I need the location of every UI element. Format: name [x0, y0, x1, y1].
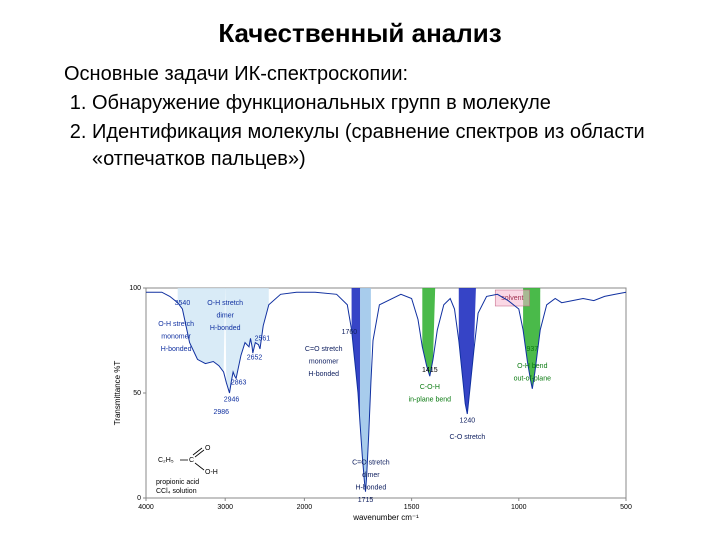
svg-text:CCl₄ solution: CCl₄ solution — [156, 488, 197, 495]
intro-text: Основные задачи ИК-спектроскопии: — [64, 63, 680, 86]
spectrum-svg: 0 50 100 4000 3000 2000 1500 1000 500 wavenumber … — [108, 278, 638, 528]
svg-text:C₂H₅: C₂H₅ — [158, 457, 174, 464]
svg-text:C-O-H: C-O-H — [420, 384, 440, 391]
svg-text:H-bonded: H-bonded — [210, 325, 241, 332]
list-item: Обнаружение функциональных групп в молек… — [92, 90, 680, 117]
svg-text:1415: 1415 — [422, 367, 438, 374]
svg-text:O-H stretch: O-H stretch — [158, 321, 194, 328]
svg-text:H-bonded: H-bonded — [161, 346, 192, 353]
svg-text:C-O stretch: C-O stretch — [449, 434, 485, 441]
svg-text:monomer: monomer — [161, 333, 191, 340]
svg-text:1760: 1760 — [342, 329, 358, 336]
svg-text:2946: 2946 — [224, 396, 240, 403]
svg-text:2986: 2986 — [213, 409, 229, 416]
svg-text:1715: 1715 — [358, 497, 374, 504]
svg-text:C=O stretch: C=O stretch — [352, 459, 390, 466]
svg-text:wavenumber cm⁻¹: wavenumber cm⁻¹ — [352, 513, 419, 522]
svg-text:O-H stretch: O-H stretch — [207, 300, 243, 307]
svg-text:H-bonded: H-bonded — [308, 371, 339, 378]
svg-text:propionic acid: propionic acid — [156, 479, 199, 486]
svg-text:0: 0 — [137, 495, 141, 502]
ir-spectrum-chart: 0 50 100 4000 3000 2000 1500 1000 500 wavenumber … — [108, 278, 638, 528]
page-title: Качественный анализ — [0, 18, 720, 49]
svg-text:dimer: dimer — [216, 312, 234, 319]
svg-text:C: C — [189, 457, 194, 464]
svg-text:1000: 1000 — [511, 504, 527, 511]
svg-text:C=O stretch: C=O stretch — [305, 346, 343, 353]
task-list: Обнаружение функциональных групп в молек… — [64, 90, 680, 173]
svg-text:3000: 3000 — [217, 504, 233, 511]
list-item: Идентификация молекулы (сравнение спектр… — [92, 119, 680, 173]
svg-text:monomer: monomer — [309, 359, 339, 366]
svg-text:O: O — [205, 445, 211, 452]
svg-text:3540: 3540 — [175, 300, 191, 307]
svg-text:2561: 2561 — [255, 336, 271, 343]
svg-text:1500: 1500 — [404, 504, 420, 511]
svg-text:O-H bend: O-H bend — [517, 363, 547, 370]
svg-text:Transmittance %T: Transmittance %T — [113, 361, 122, 426]
svg-text:dimer: dimer — [362, 472, 380, 479]
svg-text:out-of-plane: out-of-plane — [514, 375, 551, 382]
svg-text:2652: 2652 — [247, 354, 263, 361]
svg-text:2000: 2000 — [297, 504, 313, 511]
svg-text:H-bonded: H-bonded — [355, 485, 386, 492]
svg-text:in-plane bend: in-plane bend — [409, 396, 452, 403]
svg-text:50: 50 — [133, 390, 141, 397]
svg-text:100: 100 — [129, 285, 141, 292]
svg-text:1240: 1240 — [460, 417, 476, 424]
svg-text:O-H: O-H — [205, 469, 218, 476]
svg-text:937: 937 — [526, 346, 538, 353]
svg-text:4000: 4000 — [138, 504, 154, 511]
svg-text:2863: 2863 — [231, 380, 247, 387]
svg-text:500: 500 — [620, 504, 632, 511]
